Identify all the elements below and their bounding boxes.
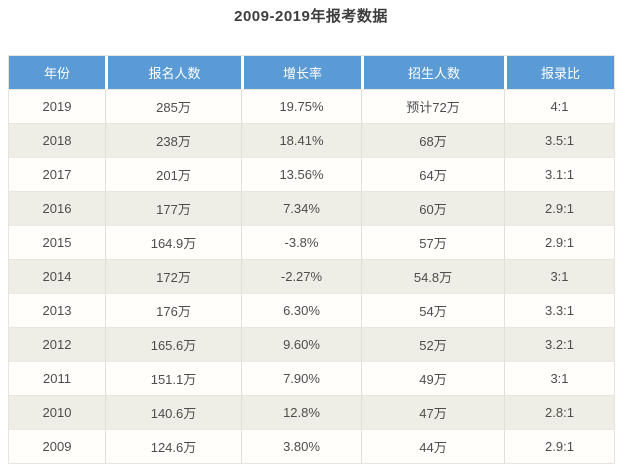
column-header-growth-rate: 增长率: [241, 56, 361, 89]
cell-admissions: 54.8万: [361, 259, 504, 293]
table-row: 2015 164.9万 -3.8% 57万 2.9:1: [9, 225, 614, 259]
table-body: 2019 285万 19.75% 预计72万 4:1 2018 238万 18.41% 68万 3…: [9, 89, 614, 463]
cell-year: 2009: [9, 429, 105, 463]
cell-year: 2019: [9, 89, 105, 123]
cell-growth-rate: -3.8%: [241, 225, 361, 259]
cell-admissions: 49万: [361, 361, 504, 395]
cell-admissions: 60万: [361, 191, 504, 225]
cell-ratio: 3.5:1: [504, 123, 614, 157]
cell-year: 2014: [9, 259, 105, 293]
cell-ratio: 3:1: [504, 361, 614, 395]
cell-applicants: 172万: [105, 259, 241, 293]
cell-growth-rate: -2.27%: [241, 259, 361, 293]
table-row: 2009 124.6万 3.80% 44万 2.9:1: [9, 429, 614, 463]
cell-ratio: 2.9:1: [504, 225, 614, 259]
table-container: 年份 报名人数 增长率 招生人数 报录比 2019 285万 19.75% 预计72万…: [8, 55, 615, 464]
cell-applicants: 238万: [105, 123, 241, 157]
cell-year: 2017: [9, 157, 105, 191]
cell-growth-rate: 7.90%: [241, 361, 361, 395]
cell-growth-rate: 6.30%: [241, 293, 361, 327]
column-header-year: 年份: [9, 56, 105, 89]
cell-year: 2011: [9, 361, 105, 395]
table-row: 2016 177万 7.34% 60万 2.9:1: [9, 191, 614, 225]
cell-growth-rate: 3.80%: [241, 429, 361, 463]
cell-applicants: 177万: [105, 191, 241, 225]
column-header-admissions: 招生人数: [361, 56, 504, 89]
cell-admissions: 57万: [361, 225, 504, 259]
cell-growth-rate: 13.56%: [241, 157, 361, 191]
cell-year: 2018: [9, 123, 105, 157]
cell-ratio: 3:1: [504, 259, 614, 293]
cell-applicants: 124.6万: [105, 429, 241, 463]
cell-applicants: 285万: [105, 89, 241, 123]
cell-ratio: 3.1:1: [504, 157, 614, 191]
table-row: 2013 176万 6.30% 54万 3.3:1: [9, 293, 614, 327]
cell-year: 2012: [9, 327, 105, 361]
table-row: 2017 201万 13.56% 64万 3.1:1: [9, 157, 614, 191]
column-header-ratio: 报录比: [504, 56, 614, 89]
cell-applicants: 201万: [105, 157, 241, 191]
cell-admissions: 预计72万: [361, 89, 504, 123]
cell-growth-rate: 19.75%: [241, 89, 361, 123]
cell-applicants: 140.6万: [105, 395, 241, 429]
table-row: 2010 140.6万 12.8% 47万 2.8:1: [9, 395, 614, 429]
header-row: 年份 报名人数 增长率 招生人数 报录比: [9, 56, 614, 89]
cell-growth-rate: 7.34%: [241, 191, 361, 225]
cell-growth-rate: 12.8%: [241, 395, 361, 429]
table-row: 2014 172万 -2.27% 54.8万 3:1: [9, 259, 614, 293]
table-row: 2019 285万 19.75% 预计72万 4:1: [9, 89, 614, 123]
cell-applicants: 165.6万: [105, 327, 241, 361]
table-row: 2018 238万 18.41% 68万 3.5:1: [9, 123, 614, 157]
cell-applicants: 164.9万: [105, 225, 241, 259]
cell-ratio: 2.8:1: [504, 395, 614, 429]
cell-year: 2015: [9, 225, 105, 259]
cell-year: 2016: [9, 191, 105, 225]
cell-admissions: 52万: [361, 327, 504, 361]
cell-admissions: 68万: [361, 123, 504, 157]
cell-growth-rate: 18.41%: [241, 123, 361, 157]
cell-ratio: 2.9:1: [504, 191, 614, 225]
cell-ratio: 3.3:1: [504, 293, 614, 327]
column-header-applicants: 报名人数: [105, 56, 241, 89]
cell-ratio: 4:1: [504, 89, 614, 123]
cell-admissions: 54万: [361, 293, 504, 327]
cell-admissions: 44万: [361, 429, 504, 463]
cell-applicants: 151.1万: [105, 361, 241, 395]
cell-ratio: 2.9:1: [504, 429, 614, 463]
table-header: 年份 报名人数 增长率 招生人数 报录比: [9, 56, 614, 89]
cell-year: 2013: [9, 293, 105, 327]
exam-data-table: 年份 报名人数 增长率 招生人数 报录比 2019 285万 19.75% 预计72万…: [8, 55, 615, 464]
cell-admissions: 64万: [361, 157, 504, 191]
table-row: 2012 165.6万 9.60% 52万 3.2:1: [9, 327, 614, 361]
cell-growth-rate: 9.60%: [241, 327, 361, 361]
cell-year: 2010: [9, 395, 105, 429]
table-row: 2011 151.1万 7.90% 49万 3:1: [9, 361, 614, 395]
cell-ratio: 3.2:1: [504, 327, 614, 361]
page-title: 2009-2019年报考数据: [234, 8, 388, 25]
cell-admissions: 47万: [361, 395, 504, 429]
cell-applicants: 176万: [105, 293, 241, 327]
